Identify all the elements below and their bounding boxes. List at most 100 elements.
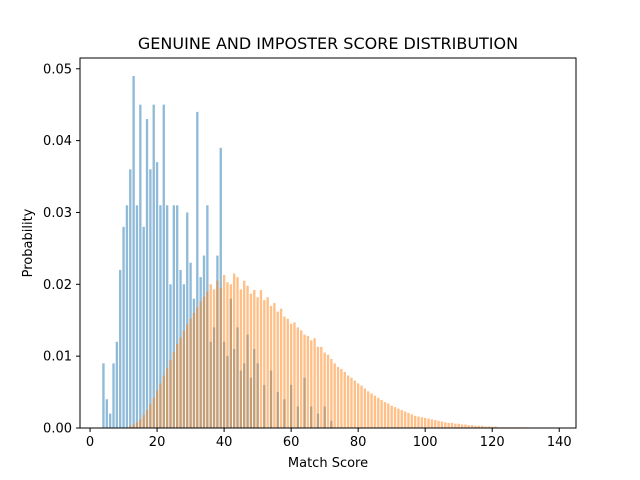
x-tick-label: 20	[149, 435, 166, 450]
histogram-bar-series-2	[477, 425, 480, 428]
x-tick-label: 0	[86, 435, 94, 450]
histogram-bar-series-1	[162, 104, 165, 428]
histogram-bar-series-2	[289, 323, 293, 428]
x-axis: 0 20 40 60 80 100 120 140	[86, 428, 572, 450]
histogram-bar-series-2	[467, 425, 470, 428]
histogram-bar-series-2	[470, 425, 474, 428]
histogram-bar-series-2	[437, 420, 440, 428]
histogram-bar-series-2	[336, 366, 340, 428]
histogram-bar-series-2	[159, 383, 162, 428]
histogram-bar-series-2	[480, 425, 484, 428]
histogram-bar-series-2	[202, 296, 206, 428]
histogram-bar-series-2	[494, 426, 497, 428]
histogram-bar-series-2	[346, 375, 350, 428]
histogram-bar-series-2	[259, 290, 263, 428]
histogram-bar-series-2	[430, 419, 434, 428]
histogram-bar-series-2	[243, 280, 246, 428]
histogram-bar-series-2	[139, 419, 142, 428]
histogram-bar-series-2	[276, 311, 279, 428]
histogram-bar-series-2	[353, 380, 356, 428]
x-tick-label: 80	[350, 435, 367, 450]
histogram-bar-series-2	[296, 327, 300, 428]
histogram-bar-series-2	[373, 395, 377, 428]
histogram-bar-series-2	[216, 280, 219, 428]
histogram-bar-series-2	[333, 363, 336, 428]
histogram-bar-series-2	[491, 426, 494, 428]
histogram-bar-series-2	[303, 334, 306, 428]
histogram-bar-series-2	[310, 340, 313, 428]
histogram-bar-series-2	[283, 316, 286, 428]
histogram-bar-series-2	[343, 371, 346, 428]
histogram-bar-series-2	[179, 337, 182, 428]
y-tick-label: 0.02	[43, 278, 72, 293]
histogram-bar-series-2	[360, 385, 363, 428]
y-tick-label: 0.05	[43, 62, 72, 77]
histogram-bar-series-2	[155, 390, 159, 428]
histogram-bar-series-1	[149, 169, 152, 429]
histogram-bar-series-2	[383, 402, 387, 428]
y-axis: 0.00 0.01 0.02 0.03 0.04 0.05	[43, 62, 80, 437]
histogram-bar-series-2	[306, 336, 310, 428]
histogram-bar-series-1	[159, 205, 162, 428]
histogram-bar-series-2	[186, 324, 189, 428]
histogram-bar-series-2	[410, 414, 413, 428]
histogram-bar-series-2	[293, 322, 296, 428]
histogram-bar-series-2	[397, 408, 400, 428]
histogram-bar-series-2	[450, 422, 454, 428]
histogram-bar-series-1	[108, 413, 112, 428]
histogram-bar-series-2	[457, 423, 460, 428]
histogram-bar-series-2	[340, 369, 343, 428]
histogram-bar-series-2	[189, 318, 192, 428]
histogram-bar-series-2	[417, 416, 420, 428]
histogram-bar-series-1	[186, 212, 189, 428]
histogram-bar-series-2	[172, 351, 176, 428]
y-axis-label: Probability	[21, 208, 36, 277]
histogram-bar-series-2	[273, 302, 276, 428]
histogram-bar-series-2	[323, 352, 326, 428]
histogram-bar-series-2	[400, 410, 403, 428]
histogram-bar-series-2	[196, 307, 199, 428]
histogram-bar-series-2	[454, 423, 457, 428]
histogram-bar-series-2	[387, 403, 390, 428]
histogram-bar-series-2	[269, 305, 273, 428]
plot-frame	[79, 57, 577, 429]
histogram-bar-series-2	[427, 418, 430, 428]
histogram-bar-series-1	[125, 205, 129, 428]
histogram-bar-series-1	[196, 111, 199, 428]
histogram-bar-series-2	[316, 346, 320, 428]
histogram-bar-series-2	[356, 383, 360, 428]
histogram-bar-series-2	[152, 397, 155, 428]
histogram-bar-series-2	[320, 346, 323, 428]
histogram-bar-series-1	[129, 169, 132, 429]
histogram-bar-series-2	[407, 412, 410, 428]
histogram-bar-series-1	[115, 341, 119, 428]
x-tick-label: 60	[283, 435, 300, 450]
histogram-bar-series-2	[246, 285, 249, 428]
histogram-bar-series-2	[330, 359, 333, 428]
histogram-bar-series-2	[232, 273, 236, 428]
histogram-bar-series-2	[132, 424, 135, 428]
histogram-bar-series-2	[420, 417, 424, 428]
bars-layer	[102, 75, 554, 429]
histogram-bar-series-2	[206, 291, 209, 428]
histogram-bar-series-2	[165, 367, 169, 428]
histogram-bar-series-1	[169, 284, 172, 428]
histogram-bar-series-1	[102, 363, 105, 428]
y-tick-label: 0.03	[43, 206, 72, 221]
histogram-bar-series-2	[222, 274, 226, 428]
histogram-bar-series-2	[390, 405, 393, 428]
histogram-bar-series-1	[112, 363, 115, 428]
histogram-bar-series-2	[370, 393, 373, 428]
histogram-bar-series-2	[263, 300, 266, 428]
histogram-bar-series-2	[182, 331, 186, 428]
histogram-bar-series-2	[350, 377, 353, 428]
histogram-bar-series-1	[122, 226, 125, 428]
histogram-bar-series-1	[155, 162, 159, 429]
histogram-bar-series-2	[279, 308, 283, 428]
histogram-bar-series-2	[199, 301, 202, 428]
histogram-bar-series-2	[367, 391, 370, 428]
histogram-bar-series-2	[249, 293, 253, 428]
histogram-bar-series-2	[192, 313, 196, 428]
histogram-bar-series-2	[256, 297, 259, 428]
